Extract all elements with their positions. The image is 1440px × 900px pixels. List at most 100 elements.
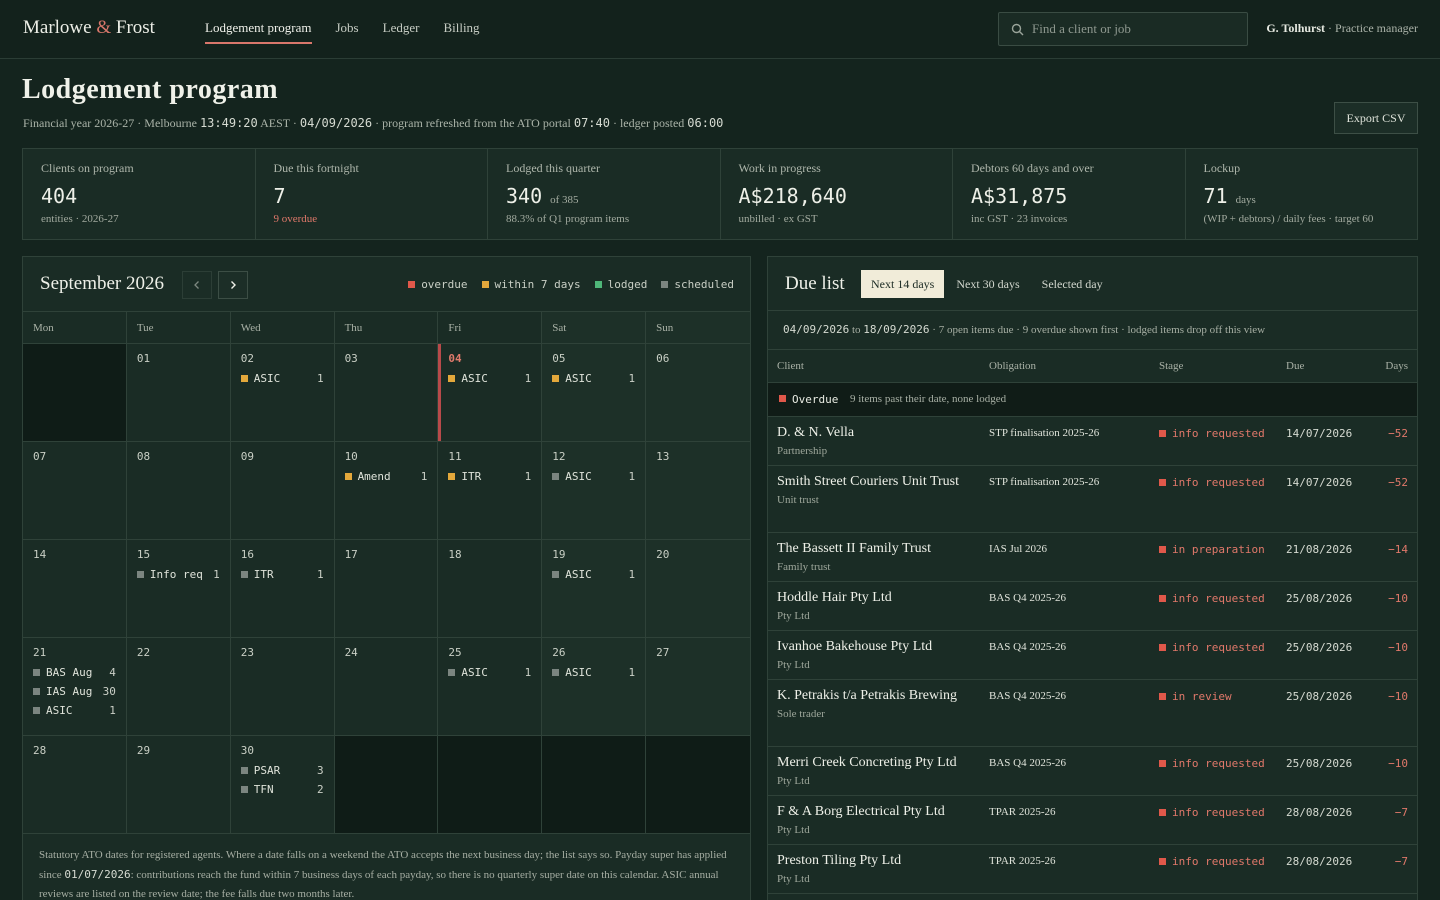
nav-lodgement-program[interactable]: Lodgement program [205, 0, 312, 44]
stage-status-swatch [1159, 430, 1166, 437]
next-month-button[interactable] [218, 271, 248, 299]
calendar-day-today[interactable]: 04 ASIC 1 [438, 344, 543, 441]
day-number: 10 [344, 450, 358, 463]
calendar-day[interactable]: 18 [438, 540, 543, 637]
calendar-event[interactable]: ASIC 1 [552, 372, 635, 385]
obligation-cell: BAS Q4 2025-26 [989, 757, 1067, 769]
client-name: Preston Tiling Pty Ltd [777, 853, 902, 868]
event-count: 1 [109, 703, 116, 717]
calendar-event[interactable]: IAS Aug 30 [33, 684, 116, 698]
tab-next-14-days[interactable]: Next 14 days [861, 270, 945, 298]
calendar-day[interactable]: 30 PSAR 3 TFN 2 [230, 736, 335, 833]
calendar-event[interactable]: ASIC 1 [448, 372, 531, 385]
nav-billing[interactable]: Billing [443, 20, 480, 35]
due-row[interactable]: The Bassett II Family Trust Family trust I… [768, 533, 1417, 582]
calendar-day[interactable]: 07 [23, 442, 127, 539]
kpi-note: unbilled · ex GST [738, 213, 818, 225]
calendar-event[interactable]: ITR 1 [448, 470, 531, 483]
due-row[interactable]: D. & N. Vella Partnership STP finalisation… [768, 417, 1417, 466]
calendar-event[interactable]: ASIC 1 [552, 665, 635, 679]
calendar-event[interactable]: ITR 1 [240, 568, 324, 581]
tab-next-30-days[interactable]: Next 30 days [956, 277, 1020, 291]
brand-logo[interactable]: Marlowe & Frost [23, 17, 155, 39]
due-row[interactable]: Preston Tiling Pty Ltd Pty Ltd TPAR 2025-2… [768, 845, 1417, 894]
col-client[interactable]: Client [777, 360, 804, 372]
event-count: 1 [628, 567, 636, 581]
nav-ledger[interactable]: Ledger [382, 20, 420, 35]
calendar-day[interactable]: 29 [126, 736, 231, 833]
calendar-day[interactable]: 15 Info req 1 [126, 540, 231, 637]
col-obligation[interactable]: Obligation [989, 360, 1037, 372]
calendar-event[interactable]: ASIC 1 [552, 567, 636, 581]
calendar-day[interactable]: 21 BAS Aug 4 IAS Aug 30 ASIC 1 [23, 638, 127, 735]
client-type: Pty Ltd [777, 824, 810, 836]
calendar-day[interactable]: 20 [646, 540, 750, 637]
refresh-time: 07:40 [573, 116, 610, 130]
calendar-event[interactable]: ASIC 1 [240, 372, 324, 385]
obligation-cell: TPAR 2025-26 [989, 806, 1056, 818]
due-row[interactable]: Ivanhoe Bakehouse Pty Ltd Pty Ltd BAS Q4 2… [768, 631, 1417, 680]
due-row[interactable]: Merri Creek Concreting Pty Ltd Pty Ltd BAS… [768, 747, 1417, 796]
calendar-event[interactable]: ASIC 1 [33, 703, 116, 717]
calendar-day[interactable]: 14 [23, 540, 127, 637]
calendar-day[interactable]: 26 ASIC 1 [542, 638, 647, 735]
calendar-day[interactable]: 08 [126, 442, 231, 539]
calendar-day[interactable]: 02 ASIC 1 [230, 344, 335, 441]
calendar-day[interactable]: 22 [126, 638, 231, 735]
calendar-day[interactable]: 19 ASIC 1 [542, 540, 647, 637]
search-input[interactable] [1032, 21, 1232, 37]
event-count: 30 [102, 684, 116, 698]
calendar-event[interactable]: PSAR 3 [240, 764, 324, 777]
calendar-day[interactable]: 24 [334, 638, 439, 735]
calendar-day[interactable]: 01 [126, 344, 231, 441]
calendar-day[interactable]: 13 [646, 442, 750, 539]
calendar-day[interactable]: 03 [334, 344, 439, 441]
calendar-day[interactable]: 28 [23, 736, 127, 833]
stage-label: in review [1172, 690, 1232, 703]
event-label: ASIC [461, 665, 488, 679]
col-stage[interactable]: Stage [1159, 360, 1184, 372]
nav-jobs[interactable]: Jobs [335, 20, 359, 35]
calendar-event[interactable]: ASIC 1 [552, 470, 635, 483]
export-csv-button[interactable]: Export CSV [1334, 102, 1418, 134]
kpi-value: A$31,875 [971, 184, 1167, 208]
calendar-day[interactable]: 16 ITR 1 [230, 540, 335, 637]
calendar-event[interactable]: Info req 1 [136, 568, 220, 581]
stage-label: info requested [1172, 592, 1265, 605]
calendar-event[interactable]: BAS Aug 4 [33, 666, 116, 679]
calendar-header: September 2026 overdue within 7 days lodge… [23, 257, 750, 312]
stage-cell: in review [1159, 690, 1232, 703]
kpi-number: 404 [41, 184, 78, 208]
calendar-day[interactable]: 11 ITR 1 [438, 442, 543, 539]
calendar-day[interactable]: 10 Amend 1 [334, 442, 439, 539]
user-menu[interactable]: G. Tolhurst · Practice manager [1266, 21, 1418, 36]
calendar-day[interactable]: 23 [230, 638, 335, 735]
obligation-cell: BAS Q4 2025-26 [989, 690, 1067, 702]
calendar-event[interactable]: TFN 2 [240, 783, 324, 796]
calendar-event[interactable]: Amend 1 [344, 470, 427, 483]
due-row[interactable]: K. Petrakis t/a Petrakis Brewing Sole tra… [768, 680, 1417, 747]
stage-status-swatch [1159, 809, 1166, 816]
calendar-day[interactable]: 06 [646, 344, 750, 441]
calendar-day[interactable]: 12 ASIC 1 [542, 442, 647, 539]
days-cell: −10 [1388, 690, 1408, 703]
due-row[interactable]: Hoddle Hair Pty Ltd Pty Ltd BAS Q4 2025-26… [768, 582, 1417, 631]
overdue-group-row[interactable]: Overdue 9 items past their date, none lo… [768, 383, 1417, 417]
tab-selected-day[interactable]: Selected day [1041, 277, 1103, 291]
calendar-event[interactable]: ASIC 1 [448, 665, 531, 679]
kpi-note: 88.3% of Q1 program items [506, 213, 630, 225]
calendar-day[interactable]: 09 [230, 442, 335, 539]
col-days[interactable]: Days [1385, 360, 1408, 372]
calendar-day[interactable]: 17 [334, 540, 439, 637]
calendar-day[interactable]: 27 [646, 638, 750, 735]
prev-month-button[interactable] [182, 271, 212, 299]
calendar-day[interactable]: 05 ASIC 1 [542, 344, 647, 441]
col-due[interactable]: Due [1286, 360, 1305, 372]
calendar-day[interactable]: 25 ASIC 1 [438, 638, 543, 735]
subtitle-ledger: · ledger posted [612, 116, 685, 130]
event-label: ASIC [565, 665, 592, 679]
due-row[interactable]: F & A Borg Electrical Pty Ltd Pty Ltd TPAR… [768, 796, 1417, 845]
due-row[interactable]: Smith Street Couriers Unit Trust Unit tru… [768, 466, 1417, 533]
due-date-cell: 25/08/2026 [1286, 757, 1353, 770]
day-number: 04 [448, 352, 462, 365]
